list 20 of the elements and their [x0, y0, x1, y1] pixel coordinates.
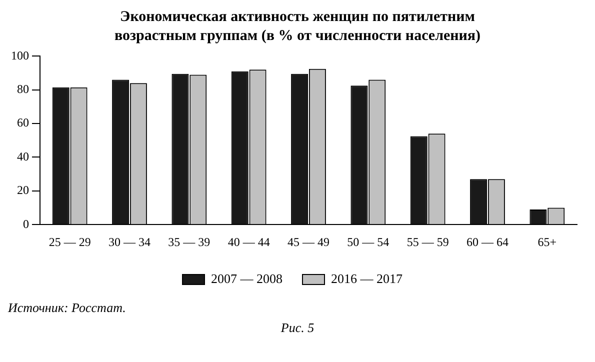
y-tick-label: 40	[17, 149, 29, 164]
x-tick-label: 50 — 54	[347, 234, 390, 249]
y-tick-label: 0	[23, 216, 29, 231]
x-tick-label: 30 — 34	[108, 234, 150, 249]
y-tick-label: 80	[17, 82, 29, 96]
legend-label: 2007 — 2008	[211, 270, 282, 286]
y-tick-label: 100	[11, 48, 29, 62]
legend-label: 2016 — 2017	[331, 270, 403, 286]
x-tick-label: 45 — 49	[288, 234, 330, 249]
x-tick-label: 35 — 39	[168, 234, 210, 249]
x-tick-label: 40 — 44	[228, 234, 270, 249]
y-tick-label: 60	[17, 116, 29, 130]
text: Рис. 5	[280, 320, 316, 336]
y-tick-label: 20	[17, 183, 29, 198]
x-tick-label: 60 — 64	[466, 234, 508, 249]
x-tick-label: 25 — 29	[48, 234, 91, 249]
text: Источник: Росстат.	[8, 300, 127, 316]
chart-title: Экономическая активность женщин по пятилетним возрастным группам (в % от численности населения)	[113, 8, 482, 46]
x-tick-label: 65+	[538, 234, 557, 249]
x-tick-label: 55 — 59	[406, 234, 449, 249]
